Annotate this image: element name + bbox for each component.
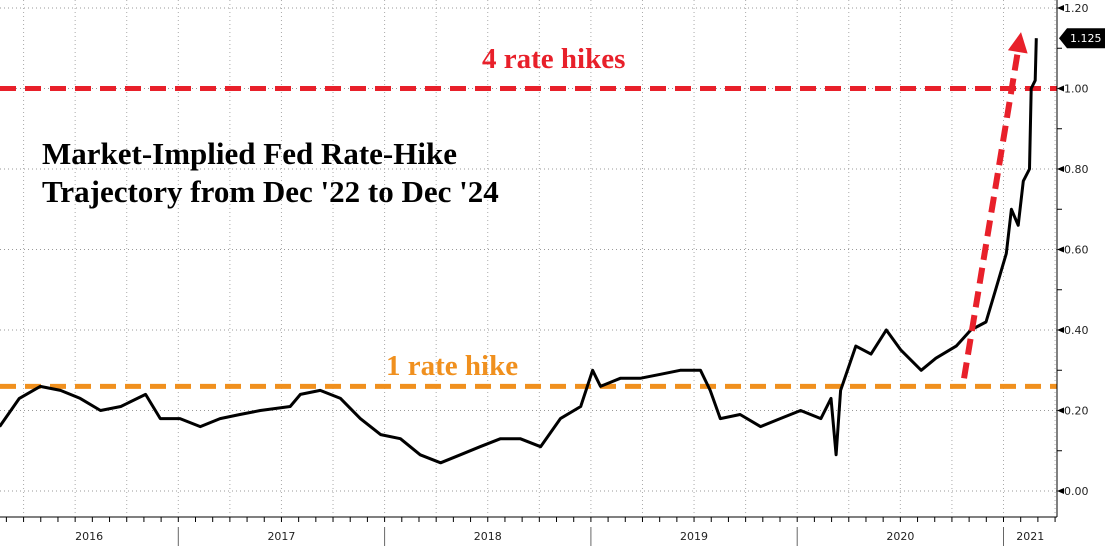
trend-arrow (961, 32, 1028, 379)
y-tick-marker (1057, 5, 1064, 11)
y-tick-marker (1057, 85, 1064, 92)
reference-lines (0, 86, 1057, 389)
y-tick-marker (1057, 166, 1064, 172)
y-tick-label: 0.00 (1064, 485, 1089, 498)
gridlines (0, 0, 1057, 516)
annotation-4-rate-hikes: 4 rate hikes (482, 43, 625, 75)
arrow-head (1007, 32, 1028, 54)
y-tick-marker (1057, 407, 1064, 414)
x-tick-label: 2021 (1016, 530, 1044, 543)
series-line (0, 38, 1038, 465)
x-tick-label: 2016 (75, 530, 103, 543)
last-value-badge (1059, 28, 1105, 49)
y-tick-label: 0.40 (1064, 324, 1089, 337)
y-tick-label: 1.20 (1064, 2, 1089, 15)
arrow-shaft (961, 51, 1021, 379)
y-tick-label: 0.20 (1064, 405, 1089, 418)
y-tick-label: 1.00 (1064, 83, 1089, 96)
y-tick-marker (1057, 488, 1064, 494)
y-tick-marker (1057, 327, 1064, 333)
x-tick-label: 2019 (680, 530, 708, 543)
x-tick-label: 2020 (886, 530, 914, 543)
x-tick-label: 2017 (267, 530, 295, 543)
chart-title-line-2: Trajectory from Dec '22 to Dec '24 (42, 174, 499, 209)
annotation-1-rate-hike: 1 rate hike (386, 350, 518, 382)
y-tick-marker (1057, 246, 1064, 253)
chart-title-line-1: Market-Implied Fed Rate-Hike (42, 136, 457, 171)
y-tick-label: 0.80 (1064, 163, 1089, 176)
series-layer (0, 38, 1038, 465)
last-value-label: 1.125 (1070, 32, 1102, 45)
x-tick-label: 2018 (474, 530, 502, 543)
y-tick-label: 0.60 (1064, 244, 1089, 257)
